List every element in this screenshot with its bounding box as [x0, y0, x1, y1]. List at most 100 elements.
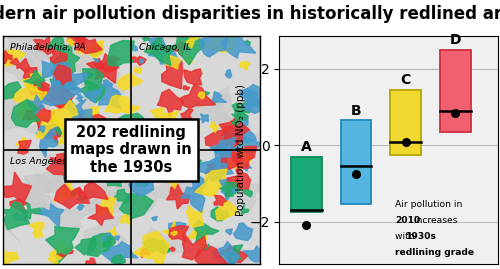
Polygon shape: [212, 242, 240, 267]
Polygon shape: [36, 23, 80, 59]
Polygon shape: [162, 221, 183, 239]
Polygon shape: [64, 68, 88, 88]
Polygon shape: [220, 179, 238, 201]
Polygon shape: [108, 227, 118, 236]
Polygon shape: [150, 107, 178, 125]
Polygon shape: [214, 145, 231, 160]
Polygon shape: [0, 89, 38, 136]
Text: D: D: [450, 33, 461, 47]
Polygon shape: [77, 109, 99, 132]
Polygon shape: [40, 79, 74, 108]
Text: 2010: 2010: [395, 216, 420, 225]
Polygon shape: [100, 80, 112, 88]
Polygon shape: [241, 204, 248, 215]
Polygon shape: [0, 172, 32, 203]
Polygon shape: [114, 189, 131, 203]
Polygon shape: [164, 55, 180, 69]
Polygon shape: [54, 41, 104, 74]
Polygon shape: [108, 131, 124, 144]
Polygon shape: [12, 86, 47, 111]
Polygon shape: [174, 141, 180, 146]
Polygon shape: [34, 37, 56, 55]
Polygon shape: [12, 100, 40, 128]
Polygon shape: [51, 65, 62, 74]
Polygon shape: [142, 37, 149, 41]
Polygon shape: [242, 190, 252, 197]
Polygon shape: [239, 84, 271, 114]
Polygon shape: [67, 39, 75, 46]
Polygon shape: [88, 106, 100, 116]
Polygon shape: [94, 54, 116, 83]
Polygon shape: [67, 29, 86, 45]
Polygon shape: [221, 29, 256, 58]
Polygon shape: [76, 94, 83, 101]
Polygon shape: [12, 213, 27, 221]
Polygon shape: [205, 129, 229, 156]
Polygon shape: [211, 169, 268, 215]
Polygon shape: [46, 226, 80, 266]
Polygon shape: [0, 24, 54, 70]
Polygon shape: [136, 179, 150, 187]
Polygon shape: [0, 50, 26, 66]
Polygon shape: [76, 66, 125, 111]
Polygon shape: [121, 214, 132, 224]
Polygon shape: [200, 29, 228, 57]
Polygon shape: [30, 222, 44, 238]
Polygon shape: [94, 58, 98, 62]
Polygon shape: [220, 182, 238, 196]
Text: 1930s: 1930s: [406, 232, 436, 241]
Polygon shape: [46, 154, 95, 206]
Polygon shape: [210, 122, 219, 133]
Polygon shape: [227, 183, 240, 194]
Polygon shape: [232, 146, 256, 169]
Polygon shape: [94, 157, 104, 168]
Polygon shape: [182, 233, 206, 260]
Polygon shape: [162, 57, 182, 89]
Polygon shape: [200, 114, 208, 123]
Polygon shape: [90, 119, 148, 162]
Polygon shape: [122, 143, 142, 160]
Polygon shape: [77, 204, 84, 210]
Polygon shape: [180, 84, 216, 108]
Polygon shape: [72, 190, 76, 195]
Polygon shape: [183, 86, 190, 90]
Polygon shape: [46, 150, 80, 175]
Polygon shape: [104, 237, 116, 247]
Polygon shape: [181, 176, 210, 212]
Polygon shape: [54, 180, 76, 202]
Polygon shape: [168, 222, 186, 237]
Polygon shape: [244, 40, 250, 45]
Polygon shape: [16, 138, 28, 149]
Polygon shape: [56, 253, 66, 258]
Polygon shape: [52, 100, 78, 130]
Polygon shape: [105, 138, 154, 193]
Polygon shape: [5, 175, 55, 214]
Polygon shape: [75, 238, 96, 255]
Polygon shape: [158, 89, 183, 117]
Polygon shape: [203, 244, 209, 251]
Polygon shape: [192, 127, 200, 136]
Polygon shape: [112, 176, 158, 214]
Polygon shape: [208, 93, 250, 132]
Polygon shape: [222, 126, 238, 145]
Polygon shape: [56, 149, 96, 174]
Polygon shape: [169, 226, 189, 242]
Polygon shape: [84, 215, 128, 256]
Polygon shape: [0, 202, 30, 230]
Polygon shape: [86, 58, 104, 72]
Text: A: A: [301, 140, 312, 154]
Polygon shape: [234, 223, 252, 240]
Polygon shape: [190, 86, 234, 127]
Polygon shape: [40, 134, 60, 157]
Polygon shape: [102, 233, 113, 240]
Bar: [440, 50, 470, 132]
Polygon shape: [204, 91, 210, 95]
Polygon shape: [186, 207, 204, 227]
Text: Modern air pollution disparities in historically redlined areas: Modern air pollution disparities in hist…: [0, 5, 500, 23]
Polygon shape: [144, 223, 208, 255]
Polygon shape: [128, 176, 154, 196]
Polygon shape: [44, 203, 92, 233]
Polygon shape: [232, 101, 251, 119]
Polygon shape: [50, 153, 64, 164]
Polygon shape: [153, 139, 174, 160]
